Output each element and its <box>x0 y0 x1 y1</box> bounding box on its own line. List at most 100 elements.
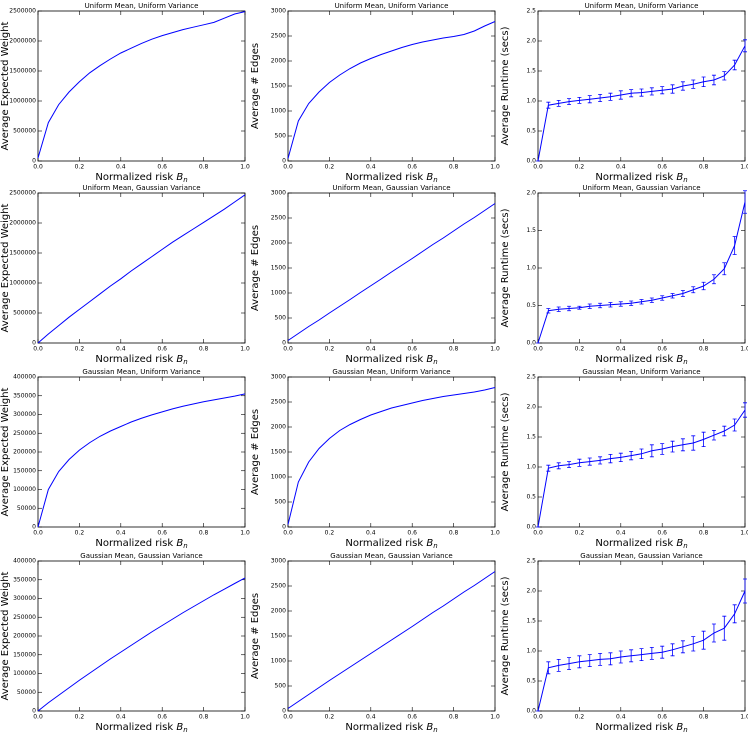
error-bar <box>567 657 572 670</box>
error-bar <box>711 430 716 441</box>
x-tick-label: 0.8 <box>449 164 459 171</box>
y-tick-label: 1000000 <box>9 98 36 105</box>
x-tick-label: 0.8 <box>449 346 459 353</box>
y-tick-label: 350000 <box>13 392 36 399</box>
y-tick-label: 1.0 <box>526 464 536 471</box>
x-tick-label: 0.6 <box>157 530 167 537</box>
error-bar <box>546 101 551 109</box>
y-tick-label: 2000 <box>271 240 286 247</box>
y-tick-label: 2.0 <box>526 404 536 411</box>
error-bar <box>701 630 706 650</box>
y-tick-label: 0.0 <box>526 158 536 165</box>
x-tick-label: 1.0 <box>740 714 748 721</box>
x-axis-label: Normalized risk Bn <box>345 172 437 184</box>
y-tick-label: 1000 <box>271 290 286 297</box>
error-bar <box>556 100 561 107</box>
error-bar <box>598 456 603 465</box>
y-tick-label: 1.0 <box>526 98 536 105</box>
y-tick-label: 1.5 <box>526 618 536 625</box>
x-axis-label-text: Normalized risk <box>595 538 676 549</box>
plot-frame <box>37 376 246 528</box>
error-bar <box>722 615 727 641</box>
x-tick-label: 0.4 <box>366 164 376 171</box>
error-bar <box>680 438 685 452</box>
x-axis-label: Normalized risk Bn <box>95 538 187 550</box>
x-axis-label-sub: n <box>683 542 687 550</box>
x-axis-label: Normalized risk Bn <box>345 538 437 550</box>
x-tick-label: 0.4 <box>116 530 126 537</box>
x-tick-label: 1.0 <box>240 530 250 537</box>
plot-frame <box>37 560 246 712</box>
y-tick-label: 2500 <box>271 399 286 406</box>
error-bar <box>660 86 665 95</box>
y-tick-label: 2.0 <box>526 190 536 197</box>
y-tick-label: 1000 <box>271 474 286 481</box>
chart-title: Uniform Mean, Gaussian Variance <box>82 184 200 192</box>
x-axis-label-text: Normalized risk <box>95 354 176 365</box>
y-tick-label: 100000 <box>13 670 36 677</box>
y-tick-label: 3000 <box>271 8 286 15</box>
x-axis-label-text: Normalized risk <box>345 172 426 183</box>
error-bar <box>711 74 716 86</box>
error-bar <box>743 190 747 214</box>
error-bar <box>556 462 561 470</box>
y-tick-label: 150000 <box>13 467 36 474</box>
error-bar <box>670 440 675 453</box>
y-tick-label: 2000000 <box>9 38 36 45</box>
x-tick-label: 0.0 <box>533 164 543 171</box>
x-axis-label: Normalized risk Bn <box>95 722 187 733</box>
y-tick-label: 2500 <box>271 583 286 590</box>
y-tick-label: 100000 <box>13 486 36 493</box>
error-bar <box>670 293 675 299</box>
x-axis-label-var: B <box>176 538 183 549</box>
error-bar <box>680 81 685 91</box>
y-tick-label: 1.5 <box>526 68 536 75</box>
x-tick-label: 0.8 <box>199 346 209 353</box>
y-tick-label: 400000 <box>13 374 36 381</box>
error-bar <box>587 457 592 466</box>
y-tick-label: 0 <box>282 158 286 165</box>
x-tick-label: 0.8 <box>699 530 709 537</box>
y-tick-label: 2000 <box>271 58 286 65</box>
x-axis-label-sub: n <box>183 358 187 366</box>
x-tick-label: 0.4 <box>616 164 626 171</box>
x-axis-label-text: Normalized risk <box>345 722 426 733</box>
x-axis-label-sub: n <box>183 726 187 733</box>
y-axis-label: Average Runtime (secs) <box>500 208 511 327</box>
chart-title: Uniform Mean, Uniform Variance <box>85 2 199 10</box>
y-tick-label: 2000000 <box>9 220 36 227</box>
x-tick-label: 1.0 <box>740 346 748 353</box>
x-tick-label: 1.0 <box>490 346 500 353</box>
error-bar <box>660 295 665 301</box>
y-tick-label: 1500000 <box>9 250 36 257</box>
x-tick-label: 0.4 <box>616 714 626 721</box>
x-tick-label: 0.6 <box>407 530 417 537</box>
y-axis-label: Average Expected Weight <box>0 203 11 332</box>
error-bar <box>598 653 603 666</box>
error-bar <box>556 659 561 672</box>
x-tick-label: 0.0 <box>33 530 43 537</box>
y-tick-label: 3000 <box>271 558 286 565</box>
y-tick-label: 50000 <box>17 505 36 512</box>
y-tick-label: 0.0 <box>526 524 536 531</box>
x-tick-label: 0.6 <box>157 714 167 721</box>
x-tick-label: 0.2 <box>325 164 335 171</box>
x-tick-label: 0.6 <box>407 164 417 171</box>
x-axis-label-text: Normalized risk <box>345 538 426 549</box>
x-tick-label: 0.2 <box>575 346 585 353</box>
y-tick-label: 0.5 <box>526 128 536 135</box>
x-tick-label: 1.0 <box>240 164 250 171</box>
y-tick-label: 2.5 <box>526 374 536 381</box>
x-axis-label-var: B <box>426 354 433 365</box>
error-bar <box>722 71 727 81</box>
x-tick-label: 1.0 <box>740 530 748 537</box>
x-axis-label-var: B <box>176 722 183 733</box>
x-tick-label: 0.8 <box>449 714 459 721</box>
x-axis-label: Normalized risk Bn <box>595 172 687 184</box>
x-axis-label-sub: n <box>683 726 687 733</box>
chart-title: Uniform Mean, Gaussian Variance <box>582 184 700 192</box>
y-tick-label: 0 <box>282 524 286 531</box>
x-axis-label: Normalized risk Bn <box>595 722 687 733</box>
x-axis-label: Normalized risk Bn <box>595 538 687 550</box>
error-bar <box>608 92 613 101</box>
